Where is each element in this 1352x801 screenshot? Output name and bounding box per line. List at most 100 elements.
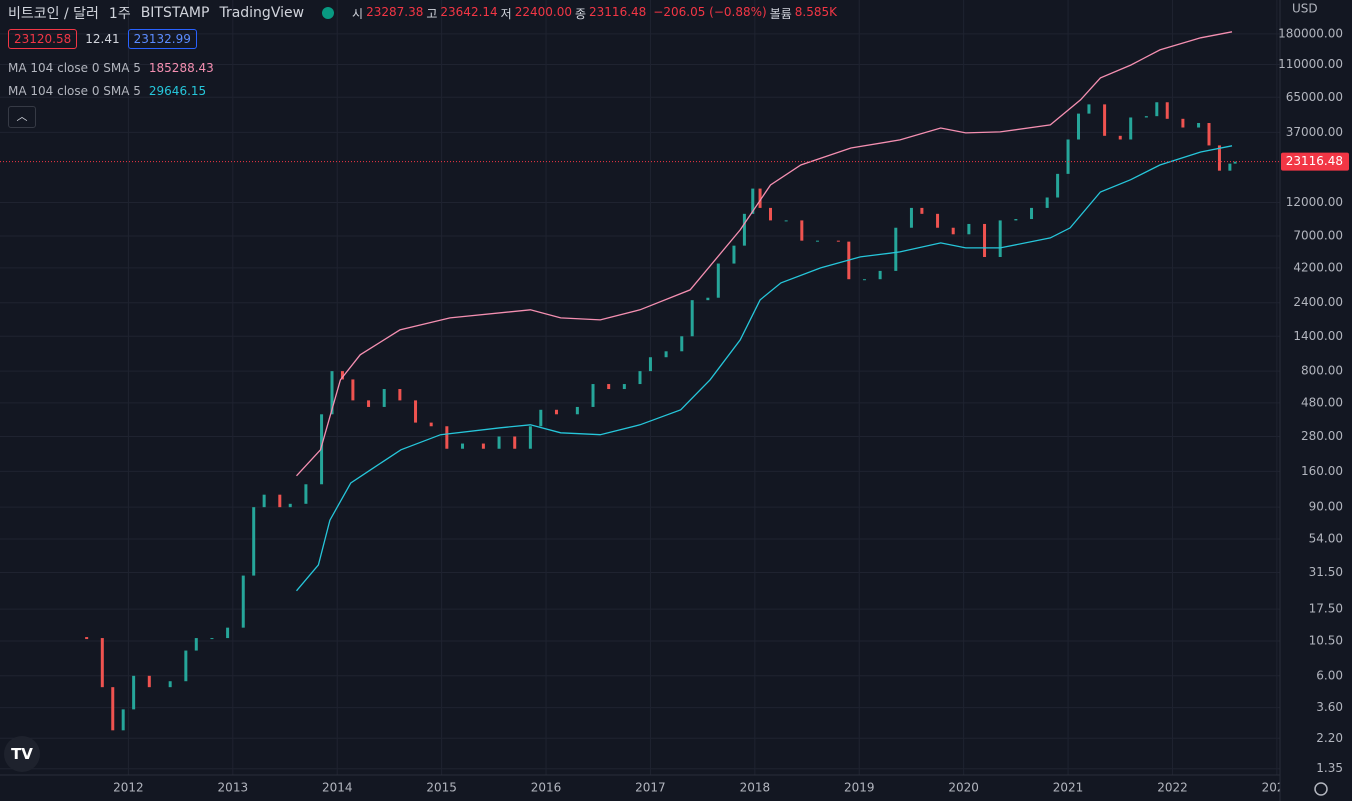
- candle: [1144, 116, 1148, 118]
- candle: [575, 406, 579, 415]
- x-tick-label: 2021: [1053, 781, 1084, 795]
- candle: [132, 675, 136, 710]
- x-tick-label: 2012: [113, 781, 144, 795]
- candle: [262, 494, 266, 508]
- candle: [1228, 163, 1232, 171]
- candle: [85, 637, 89, 640]
- y-tick-label: 31.50: [1309, 565, 1343, 579]
- candle: [836, 240, 840, 242]
- candle: [194, 638, 198, 651]
- candle: [528, 426, 532, 449]
- currency[interactable]: USD: [1292, 2, 1318, 16]
- candle: [226, 627, 230, 639]
- candle: [967, 223, 971, 235]
- legend-name: MA 104 close 0 SMA 5: [8, 61, 141, 75]
- candle: [461, 443, 465, 449]
- candle: [862, 279, 866, 281]
- candle: [147, 675, 151, 688]
- candle: [664, 351, 668, 358]
- candle: [111, 687, 115, 731]
- candle: [1066, 139, 1070, 174]
- candle: [1165, 102, 1169, 119]
- candle: [638, 371, 642, 385]
- candle: [1217, 145, 1221, 171]
- candle: [100, 638, 104, 688]
- candle: [1197, 123, 1201, 128]
- y-tick-label: 3.60: [1316, 700, 1343, 714]
- candle: [1014, 219, 1018, 221]
- y-tick-label: 4200.00: [1293, 260, 1343, 274]
- candle: [304, 484, 308, 504]
- x-tick-label: 2014: [322, 781, 353, 795]
- candle: [622, 384, 626, 390]
- bid[interactable]: 23120.58: [8, 29, 78, 49]
- symbol[interactable]: 비트코인 / 달러: [8, 6, 99, 22]
- candle: [1207, 123, 1211, 146]
- y-tick-label: 160.00: [1301, 464, 1343, 478]
- legend-value: 29646.15: [148, 84, 207, 98]
- candle: [1030, 207, 1034, 220]
- candle: [690, 300, 694, 337]
- candle: [288, 503, 292, 508]
- candle: [909, 207, 913, 228]
- x-tick-label: 2020: [948, 781, 979, 795]
- candle: [758, 188, 762, 208]
- candle: [1045, 197, 1049, 208]
- collapse-button[interactable]: ︿: [8, 106, 36, 128]
- candle: [716, 263, 720, 298]
- price-label-box: [1281, 152, 1349, 171]
- candle: [983, 223, 987, 258]
- candle: [607, 384, 611, 390]
- candle: [497, 436, 501, 449]
- change: −206.05 (−0.88%): [653, 4, 767, 19]
- candle: [367, 400, 371, 407]
- x-tick-label: 2018: [740, 781, 771, 795]
- candle: [121, 709, 125, 731]
- candle: [278, 494, 282, 508]
- candle: [648, 357, 652, 372]
- x-tick-label: 2016: [531, 781, 562, 795]
- candle: [320, 414, 324, 485]
- candle: [936, 213, 940, 228]
- candle: [769, 207, 773, 221]
- exchange: BITSTAMP: [140, 5, 210, 21]
- legend-name: MA 104 close 0 SMA 5: [8, 84, 141, 98]
- legend-row: MA 104 close 0 SMA 5 29646.15: [8, 84, 206, 98]
- candle: [340, 371, 344, 380]
- y-tick-label: 6.00: [1316, 668, 1343, 682]
- candle: [815, 240, 819, 242]
- y-tick-label: 54.00: [1309, 531, 1343, 545]
- candle: [1118, 135, 1122, 140]
- candle: [382, 389, 386, 407]
- candle: [591, 384, 595, 407]
- x-tick-label: 2022: [1157, 781, 1188, 795]
- ohlc-value: 22400.00: [514, 4, 572, 19]
- y-tick-label: 2400.00: [1293, 295, 1343, 309]
- y-tick-label: 17.50: [1309, 602, 1343, 616]
- ohlc-label: 종: [574, 6, 587, 21]
- ohlc-label: 시: [352, 6, 364, 21]
- x-tick-label: 2015: [426, 781, 457, 795]
- y-tick-label: 90.00: [1309, 500, 1343, 514]
- candle: [429, 422, 433, 427]
- candle: [800, 220, 804, 241]
- candle: [706, 297, 710, 301]
- settings-icon[interactable]: [1314, 782, 1328, 796]
- candle: [445, 426, 449, 449]
- y-tick-label: 7000.00: [1293, 229, 1343, 243]
- candle: [398, 389, 402, 401]
- candle: [1233, 161, 1237, 164]
- y-tick-label: 12000.00: [1286, 195, 1343, 209]
- ohlc-label: 고: [426, 6, 438, 21]
- ask[interactable]: 23132.99: [127, 29, 197, 49]
- interval[interactable]: 1주: [108, 6, 131, 22]
- x-tick-label: 2017: [635, 781, 666, 795]
- logo: TV: [4, 736, 40, 772]
- header: 비트코인 / 달러 1주 BITSTAMP TradingView 시 23287…: [8, 3, 837, 23]
- y-tick-label: 10.50: [1309, 633, 1343, 647]
- price-label: 23116.48: [1286, 154, 1343, 168]
- x-tick-label: 2019: [844, 781, 875, 795]
- candle: [1103, 104, 1107, 136]
